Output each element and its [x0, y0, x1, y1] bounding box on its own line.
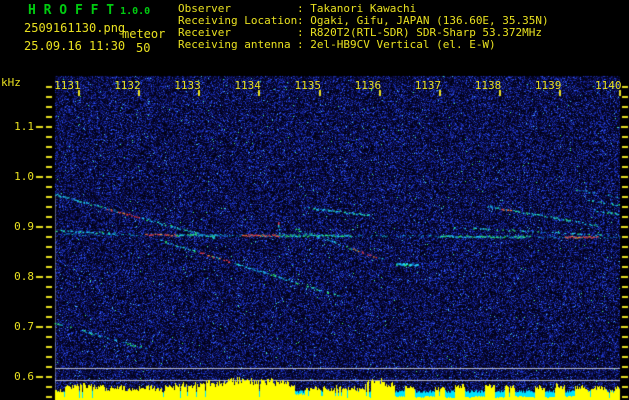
freq-tick-label: 0.7: [14, 320, 34, 333]
freq-tick-label: 0.6: [14, 370, 34, 383]
time-tick-label: 1136: [354, 79, 382, 92]
freq-tick-label: 0.8: [14, 270, 34, 283]
info-row-value: Takanori Kawachi: [310, 2, 417, 15]
info-row-colon: :: [297, 2, 311, 15]
time-tick-label: 1134: [234, 79, 261, 92]
echo-count: 50: [136, 41, 151, 55]
receiver-info-block: Observer: Takanori Kawachi Receiving Loca…: [178, 3, 549, 51]
mode-label: meteor: [122, 27, 166, 41]
app-title-row: H R O F F T 1.0.0: [28, 3, 150, 18]
datetime-label: 25.09.16 11:30: [24, 39, 126, 53]
info-row: Receiver: R820T2(RTL-SDR) SDR-Sharp 53.3…: [178, 27, 549, 39]
info-row-label: Receiver: [178, 26, 231, 39]
freq-tick-label: 0.9: [14, 220, 34, 233]
info-row-value: 2el-HB9CV Vertical (el. E-W): [310, 38, 496, 51]
time-tick-label: 1137: [414, 79, 442, 92]
info-row-label: Receiving antenna: [178, 38, 291, 51]
info-row-label: Observer: [178, 2, 231, 15]
time-tick-label: 1132: [114, 79, 141, 92]
time-tick-label: 1131: [54, 79, 81, 92]
time-tick-label: 1138: [474, 79, 502, 92]
app-version: 1.0.0: [120, 6, 151, 17]
info-row-value: Ogaki, Gifu, JAPAN (136.60E, 35.35N): [310, 14, 549, 27]
info-row-colon: :: [297, 26, 311, 39]
time-tick-label: 1140: [595, 79, 622, 92]
time-tick-label: 1135: [294, 79, 322, 92]
app-title: H R O F F T: [28, 3, 115, 18]
info-row-colon: :: [297, 38, 311, 51]
info-row: Receiving antenna: 2el-HB9CV Vertical (e…: [178, 39, 549, 51]
freq-tick-label: 1.0: [14, 170, 34, 183]
output-filename: 2509161130.png: [24, 21, 126, 35]
info-row-colon: :: [297, 14, 311, 27]
frequency-unit-label: kHz: [1, 76, 21, 89]
info-row: Observer: Takanori Kawachi: [178, 3, 549, 15]
freq-tick-label: 1.1: [14, 120, 34, 133]
time-tick-label: 1139: [534, 79, 562, 92]
info-row: Receiving Location: Ogaki, Gifu, JAPAN (…: [178, 15, 549, 27]
info-row-label: Receiving Location: [178, 14, 298, 27]
info-row-value: R820T2(RTL-SDR) SDR-Sharp 53.372MHz: [310, 26, 543, 39]
time-tick-label: 1133: [174, 79, 201, 92]
